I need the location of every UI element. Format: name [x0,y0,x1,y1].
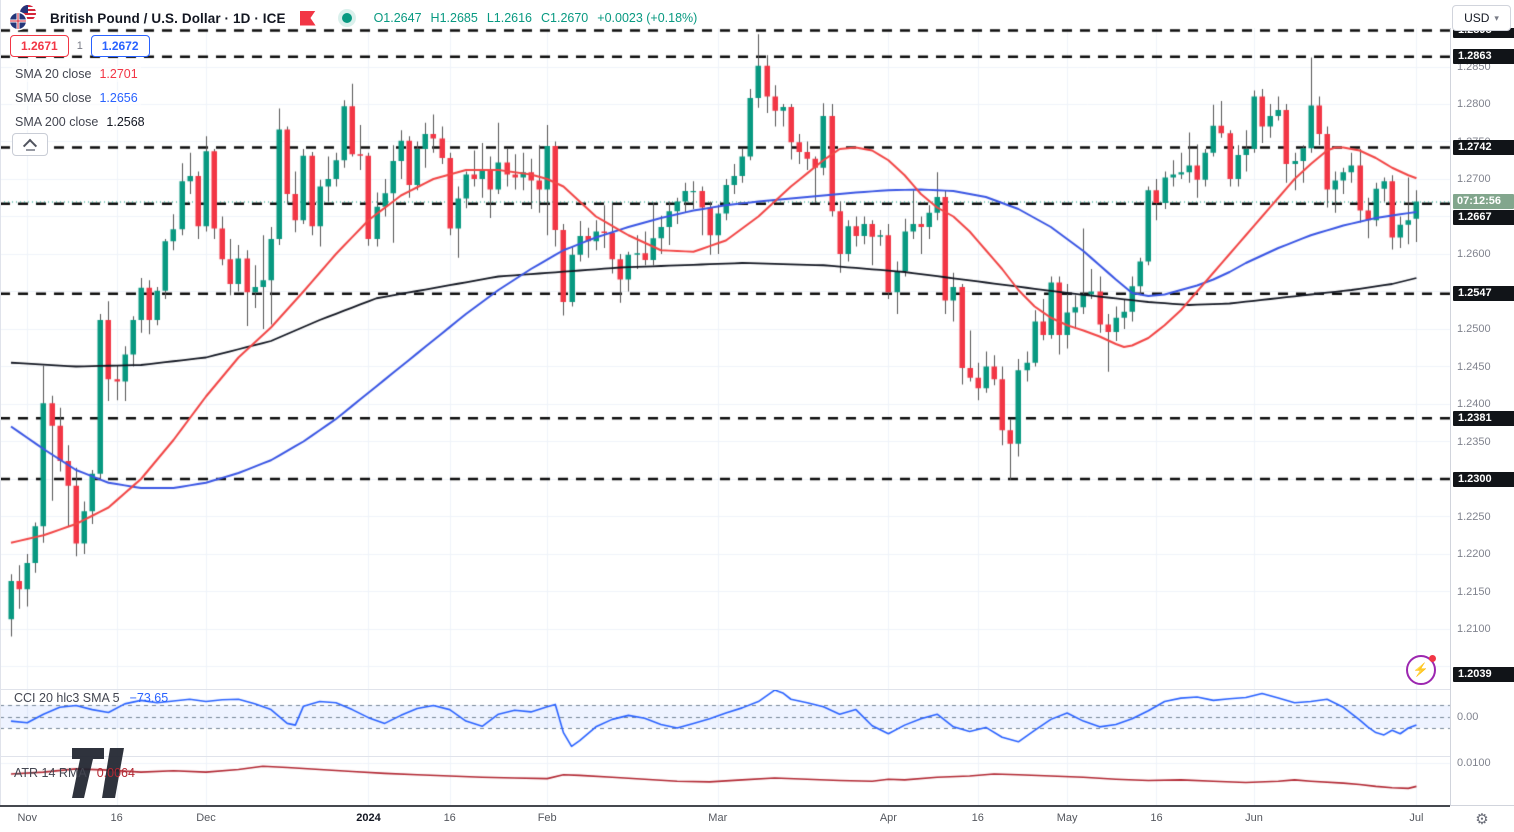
change-value: +0.0023 (+0.18%) [597,11,698,25]
price-axis-label: 1.2250 [1457,510,1491,523]
legend-sma50[interactable]: SMA 50 close 1.2656 [12,90,141,106]
price-axis-label: 1.2500 [1457,323,1491,335]
pane-separator[interactable] [0,756,1514,757]
collapse-underline [25,149,35,151]
time-axis[interactable]: Nov 16 Dec 2024 16 Feb Mar Apr 16 May 16 Jun Jul [0,807,1450,832]
time-axis-label: Jun [1245,812,1263,824]
time-axis-label: 16 [110,812,123,824]
price-axis-label: 1.2350 [1457,435,1491,448]
sma20-value: 1.2701 [99,67,138,81]
axis-settings-corner[interactable]: ⚙ [1450,806,1514,832]
atr-label: ATR 14 RMA [14,766,87,780]
level-price-label: 1.2547 [1453,286,1514,302]
close-value: C1.2670 [541,11,589,25]
sma50-value: 1.2656 [99,91,138,105]
sma200-value: 1.2568 [106,115,145,129]
gbpusd-pair-icon [8,5,42,31]
lightning-icon: ⚡ [1412,662,1430,677]
sell-button[interactable]: 1.2671 [10,35,69,57]
time-axis-label: 16 [1150,812,1163,824]
tradingview-watermark-icon [72,748,124,798]
level-price-label: 1.2039 [1453,667,1514,683]
time-axis-label: Nov [17,812,38,824]
notification-dot [1429,655,1436,662]
time-axis-label: Apr [879,812,897,824]
spread-value: 1 [76,40,83,52]
collapse-legend-button[interactable] [12,133,48,156]
level-price-label: 1.2898 [1453,28,1514,38]
countdown-label: 07:12:56 [1453,194,1514,209]
market-status-icon[interactable] [337,9,356,27]
flag-bookmark-icon[interactable] [299,10,316,26]
flash-boost-button[interactable]: ⚡ [1406,655,1436,685]
time-axis-separator [0,805,1450,807]
uk-flag-icon [10,13,26,29]
price-axis-label: 1.2100 [1457,623,1491,635]
time-axis-label: 2024 [356,812,381,824]
pane-separator[interactable] [0,689,1514,690]
price-axis-label: 1.2450 [1457,360,1491,373]
axis-corner-separator [1450,805,1514,806]
price-axis-label: 1.2700 [1457,173,1491,185]
price-axis[interactable]: 1.28501.28001.27501.27001.26001.25001.24… [1450,28,1514,806]
price-axis-label: 1.2400 [1457,398,1491,410]
time-axis-label: May [1056,812,1078,824]
buy-button[interactable]: 1.2672 [90,35,150,57]
price-axis-label: 1.2600 [1457,248,1491,260]
time-axis-label: Dec [196,812,216,824]
time-axis-label: 16 [971,812,984,824]
legend-sma20[interactable]: SMA 20 close 1.2701 [12,66,141,82]
cci-axis-label: 0.00 [1457,710,1479,723]
chevron-down-icon: ▾ [1494,12,1499,23]
level-price-label: 1.2381 [1453,410,1514,426]
time-axis-label: Jul [1409,812,1424,824]
open-value: O1.2647 [373,11,422,25]
low-value: L1.2616 [486,11,532,25]
atr-axis-label: 0.0100 [1457,757,1491,769]
cci-label: CCI 20 hlc3 SMA 5 [14,691,120,705]
legend-atr[interactable]: ATR 14 RMA 0.0064 [14,766,135,780]
time-axis-label: 16 [443,812,456,824]
level-price-label: 1.2863 [1453,49,1514,65]
high-value: H1.2685 [430,11,478,25]
symbol-title[interactable]: British Pound / U.S. Dollar · 1D · ICE [50,10,286,26]
sma50-label: SMA 50 close [15,91,92,105]
currency-label: USD [1464,11,1490,25]
level-price-label: 1.2742 [1453,140,1514,155]
gear-icon: ⚙ [1475,811,1489,828]
level-price-label: 1.2667 [1453,209,1514,225]
price-axis-label: 1.2150 [1457,585,1491,598]
symbol-header: British Pound / U.S. Dollar · 1D · ICE O… [8,5,698,31]
level-price-label: 1.2300 [1453,471,1514,487]
legend-cci[interactable]: CCI 20 hlc3 SMA 5 −73.65 [14,691,168,705]
left-border [0,0,1,805]
price-axis-label: 1.2800 [1457,98,1491,110]
currency-dropdown[interactable]: USD ▾ [1452,5,1511,31]
bid-ask-row: 1.2671 1 1.2672 [10,35,150,57]
sma20-label: SMA 20 close [15,67,92,81]
price-axis-label: 1.2200 [1457,548,1491,560]
atr-value: 0.0064 [96,766,135,780]
sma200-label: SMA 200 close [15,115,99,129]
time-axis-label: Mar [708,812,728,824]
legend-sma200[interactable]: SMA 200 close 1.2568 [12,114,148,130]
ohlc-readout: O1.2647 H1.2685 L1.2616 C1.2670 +0.0023 … [374,11,698,25]
time-axis-label: Feb [537,812,557,824]
cci-value: −73.65 [129,691,169,705]
